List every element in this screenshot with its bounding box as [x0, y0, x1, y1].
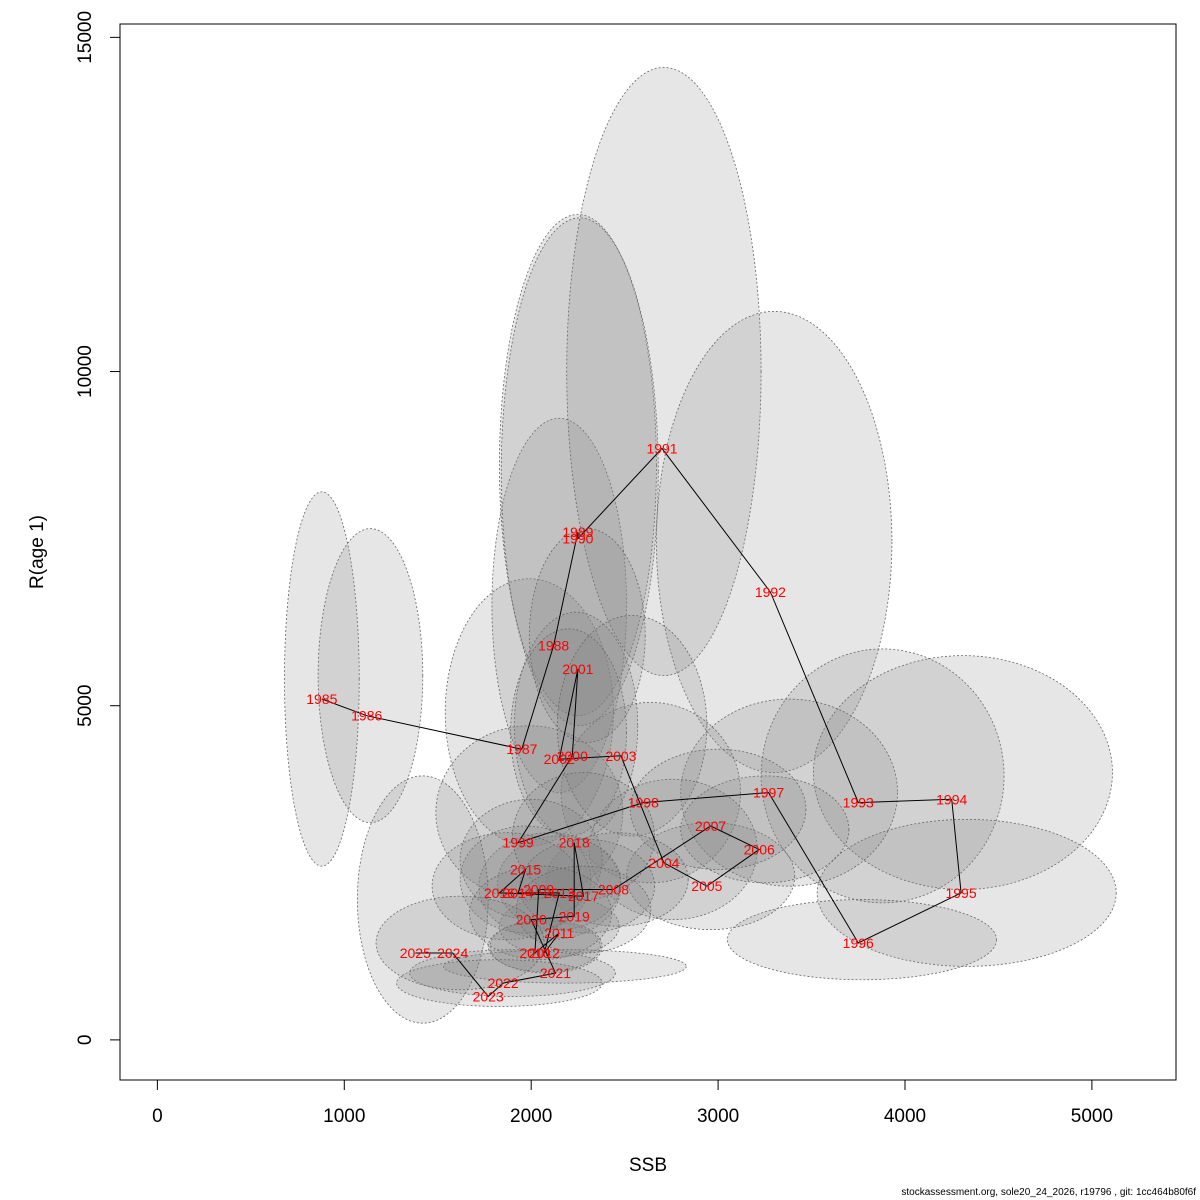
ellipse-1990	[500, 217, 659, 727]
year-label-1988: 1988	[538, 638, 569, 654]
ellipse-2013	[497, 835, 622, 931]
year-label-2003: 2003	[605, 748, 636, 764]
year-label-2016: 2016	[484, 885, 515, 901]
x-tick-label-5000: 5000	[1071, 1106, 1113, 1127]
ellipse-2003	[556, 615, 708, 837]
x-tick-label-4000: 4000	[884, 1106, 926, 1127]
ellipse-2004	[588, 778, 758, 920]
y-tick-label-10000: 10000	[75, 345, 96, 398]
ellipse-1995	[816, 818, 1117, 967]
year-label-2001: 2001	[562, 661, 593, 677]
ellipse-2007	[629, 748, 807, 870]
year-label-1985: 1985	[306, 691, 337, 707]
year-label-1997: 1997	[753, 785, 784, 801]
ellipse-1985	[284, 491, 360, 867]
ellipse-1992	[656, 310, 893, 773]
confidence-ellipses	[284, 67, 1117, 1024]
ellipse-2014	[459, 825, 592, 934]
year-label-1996: 1996	[843, 935, 874, 951]
year-label-2019: 2019	[559, 908, 590, 924]
y-tick-label-15000: 15000	[75, 11, 96, 64]
ellipse-1993	[760, 648, 1005, 904]
year-label-1990: 1990	[562, 531, 593, 547]
year-label-2009: 2009	[523, 882, 554, 898]
ellipse-2011	[499, 895, 620, 957]
ellipse-2021	[442, 949, 687, 984]
year-label-1986: 1986	[351, 708, 382, 724]
year-label-2022: 2022	[488, 975, 519, 991]
ellipse-2024	[375, 895, 545, 991]
year-label-2017: 2017	[568, 888, 599, 904]
ellipse-2005	[626, 822, 796, 931]
year-label-2010: 2010	[519, 945, 550, 961]
year-label-2002: 2002	[544, 751, 575, 767]
year-label-2000: 2000	[557, 748, 588, 764]
trajectory-line-group	[321, 447, 962, 998]
year-label-1992: 1992	[755, 584, 786, 600]
ellipse-1987	[444, 578, 614, 847]
ellipse-2009	[478, 832, 622, 941]
ellipse-2023	[396, 959, 603, 1007]
year-label-1999: 1999	[503, 835, 534, 851]
ellipse-1998	[560, 701, 741, 884]
year-label-1987: 1987	[506, 741, 537, 757]
y-axis: 0 5000 10000 15000	[75, 11, 121, 1046]
x-tick-label-2000: 2000	[510, 1106, 552, 1127]
year-label-2018: 2018	[559, 835, 590, 851]
year-label-1989: 1989	[562, 524, 593, 540]
x-axis-title: SSB	[629, 1155, 667, 1176]
year-label-2012: 2012	[529, 945, 560, 961]
year-label-2013: 2013	[544, 885, 575, 901]
ellipse-2008	[545, 832, 689, 927]
ellipse-1989	[499, 214, 657, 717]
year-label-2024: 2024	[437, 945, 468, 961]
ellipse-1986	[317, 528, 424, 824]
year-label-1995: 1995	[945, 885, 976, 901]
year-label-2011: 2011	[544, 925, 574, 941]
ellipse-2010	[487, 920, 601, 973]
year-label-2007: 2007	[695, 818, 726, 834]
ellipse-1996	[727, 899, 997, 981]
year-label-1991: 1991	[646, 440, 677, 456]
y-tick-label-0: 0	[75, 1035, 96, 1046]
ellipse-1988	[491, 417, 627, 794]
year-label-1993: 1993	[843, 795, 874, 811]
y-axis-title: R(age 1)	[27, 515, 48, 589]
ellipse-1997	[680, 698, 898, 887]
year-label-2006: 2006	[744, 841, 775, 857]
year-label-2015: 2015	[510, 861, 541, 877]
ellipse-2025	[356, 775, 489, 1024]
year-label-2005: 2005	[691, 878, 722, 894]
year-label-2025: 2025	[400, 945, 431, 961]
year-label-2008: 2008	[598, 882, 629, 898]
trajectory-line	[321, 447, 962, 998]
year-label-2023: 2023	[473, 988, 504, 1004]
ellipse-2002	[510, 628, 627, 837]
footer-note: stockassessment.org, sole20_24_2026, r19…	[901, 1187, 1196, 1198]
x-axis: 0 1000 2000 3000 4000 5000	[152, 1079, 1113, 1127]
year-label-2004: 2004	[648, 855, 679, 871]
x-tick-label-1000: 1000	[323, 1106, 365, 1127]
year-label-2014: 2014	[503, 885, 534, 901]
year-label-2020: 2020	[516, 912, 547, 928]
ellipse-1994	[813, 655, 1113, 890]
ellipse-1991	[566, 67, 762, 677]
year-label-1998: 1998	[628, 795, 659, 811]
year-label-2021: 2021	[540, 965, 571, 981]
ellipse-2018	[512, 772, 655, 900]
y-tick-label-5000: 5000	[75, 685, 96, 727]
year-label-1994: 1994	[936, 791, 967, 807]
x-tick-label-0: 0	[152, 1106, 163, 1127]
x-tick-label-3000: 3000	[697, 1106, 739, 1127]
